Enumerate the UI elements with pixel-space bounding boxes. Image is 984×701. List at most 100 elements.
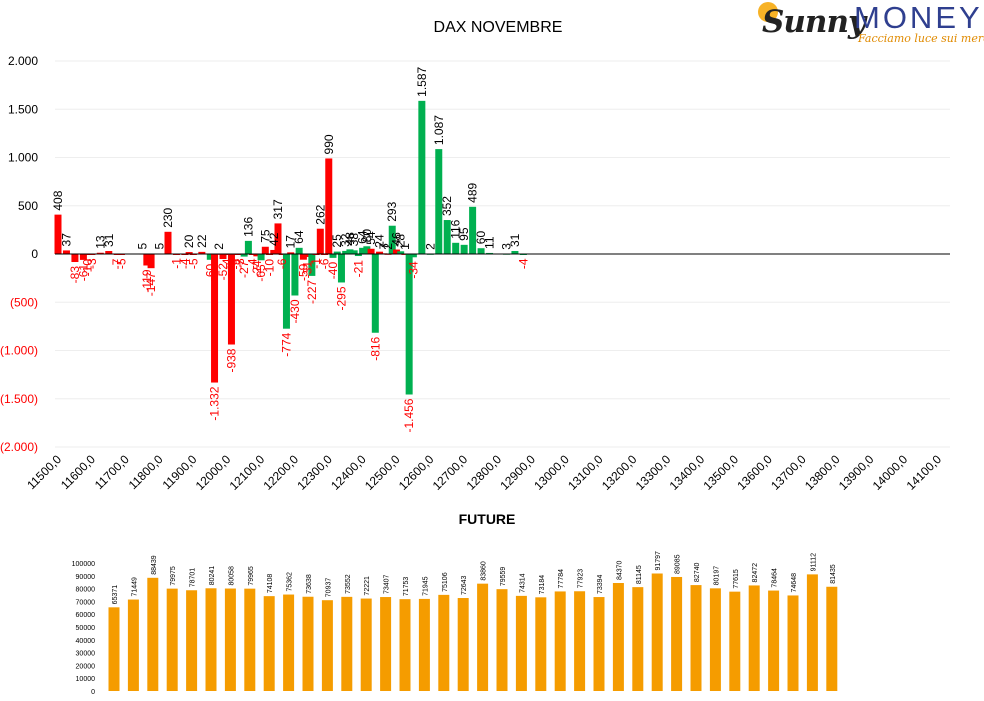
bar (206, 254, 214, 260)
bar-value-label: 3 (499, 243, 513, 250)
future-bar-label: 89085 (675, 554, 682, 574)
bar (244, 240, 252, 254)
bar (418, 100, 426, 255)
bar (308, 254, 316, 276)
bar-value-label: 408 (51, 190, 65, 210)
bar (337, 254, 345, 283)
y-axis: 2.000 1.500 1.000 500 0 (500) (1.000) (1.500) (2… (0, 54, 38, 454)
future-bar-label: 80058 (228, 566, 235, 586)
bar-value-label: 24 (373, 234, 387, 248)
x-tick-label: 13900,0 (836, 452, 877, 493)
future-bar-label: 82740 (694, 563, 701, 583)
y-tick-label: (1.500) (0, 392, 38, 406)
bar (291, 254, 299, 296)
bar-value-label: -7 (110, 258, 124, 269)
y-tick-label: 0 (31, 247, 38, 261)
x-axis: 11500,011600,011700,011800,011900,012000… (24, 452, 944, 493)
future-bar-label: 71753 (403, 577, 410, 597)
bar-value-label: 5 (136, 243, 150, 250)
bar (452, 242, 460, 254)
bar (299, 254, 307, 260)
bar (409, 254, 417, 258)
bar (371, 254, 379, 333)
future-y-tick-label: 70000 (76, 599, 96, 606)
x-tick-label: 13500,0 (700, 452, 741, 493)
bar-value-label: 1.587 (415, 66, 429, 96)
future-bar-label: 71449 (131, 577, 138, 597)
bar-value-label: -4 (246, 258, 260, 269)
future-bar-label: 77615 (733, 569, 740, 589)
bar (198, 251, 206, 254)
bar-value-label: 31 (508, 233, 522, 247)
x-tick-label: 12000,0 (193, 452, 234, 493)
bar (227, 254, 235, 345)
future-bar (535, 597, 547, 691)
future-bar-label: 82472 (752, 563, 759, 583)
logo-brand-right: MONEY (854, 0, 983, 35)
future-bar (166, 588, 178, 691)
future-bar (787, 595, 799, 691)
bar (346, 249, 354, 254)
y-tick-label: (1.000) (0, 344, 38, 358)
future-bar (108, 607, 120, 691)
future-bar (205, 588, 217, 691)
bar (342, 250, 350, 254)
future-bar (632, 587, 644, 691)
future-bar (709, 588, 721, 691)
future-bar-label: 73394 (597, 574, 604, 594)
bar (164, 231, 172, 254)
x-tick-label: 13200,0 (599, 452, 640, 493)
x-tick-label: 13700,0 (768, 452, 809, 493)
future-bar (515, 595, 527, 691)
x-tick-label: 14000,0 (870, 452, 911, 493)
bar (392, 249, 400, 254)
future-bar-label: 88439 (151, 555, 158, 575)
x-tick-label: 13800,0 (802, 452, 843, 493)
bar-value-label: 32 (339, 233, 353, 247)
future-bar (321, 600, 333, 691)
x-tick-label: 12900,0 (497, 452, 538, 493)
bar (282, 254, 290, 329)
future-y-tick-label: 20000 (76, 663, 96, 670)
bar-value-label: 38 (347, 233, 361, 247)
future-bar (826, 586, 838, 691)
future-bar (554, 591, 566, 691)
bar-value-label: 230 (161, 207, 175, 227)
future-bar (399, 599, 411, 691)
bar (376, 251, 384, 254)
bar-value-label: -816 (368, 336, 382, 360)
bar-value-label: 489 (466, 182, 480, 202)
bar-value-label: -65 (254, 264, 268, 282)
x-tick-label: 12200,0 (260, 452, 301, 493)
future-bar (186, 590, 198, 691)
bar (511, 251, 519, 254)
future-bar-label: 75106 (442, 572, 449, 592)
future-bar (457, 598, 469, 691)
bar-value-label: -227 (305, 280, 319, 304)
bar (363, 246, 371, 254)
future-bar-label: 72643 (461, 575, 468, 595)
bar-value-label: -6 (275, 258, 289, 269)
future-bar-label: 74648 (791, 573, 798, 593)
bar-value-label: 262 (313, 204, 327, 224)
bar-value-label: -52 (216, 263, 230, 281)
bar (397, 251, 405, 254)
bar-value-label: -3 (233, 258, 247, 269)
x-tick-label: 11500,0 (24, 452, 64, 492)
future-bar-label: 74314 (519, 573, 526, 593)
future-bar (438, 594, 450, 691)
bar (460, 244, 468, 254)
bar (147, 254, 155, 269)
future-bar-label: 77923 (578, 569, 585, 589)
y-tick-label: 1.000 (8, 151, 38, 165)
future-bar (360, 598, 372, 691)
sunny-money-logo: Sunny MONEY Facciamo luce sui mercati (758, 0, 984, 46)
bar-value-label: -21 (351, 260, 365, 278)
bar-value-label: 25 (330, 234, 344, 248)
future-bar-label: 79965 (248, 566, 255, 586)
future-bar (806, 574, 818, 691)
future-bar (748, 585, 760, 691)
x-tick-label: 12700,0 (430, 452, 471, 493)
bar (287, 252, 295, 254)
future-bar-label: 77784 (558, 569, 565, 589)
